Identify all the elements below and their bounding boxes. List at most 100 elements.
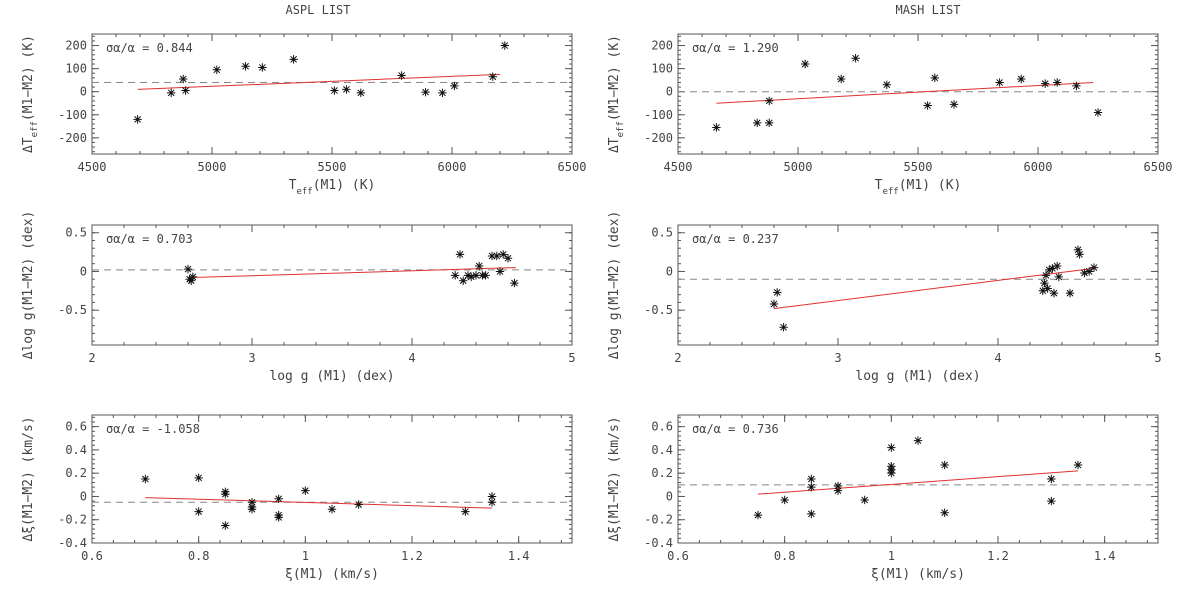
data-point — [487, 251, 497, 261]
data-point — [241, 62, 250, 71]
fit-line — [716, 81, 1094, 104]
x-tick-label: 2 — [674, 351, 681, 365]
data-point — [179, 74, 188, 84]
data-point — [753, 118, 762, 128]
data-point — [194, 473, 203, 483]
data-point — [940, 460, 949, 470]
data-point — [1040, 278, 1049, 288]
y-tick-label: -0.4 — [58, 536, 87, 550]
data-point — [467, 272, 476, 282]
data-point — [488, 72, 497, 81]
data-point — [801, 59, 810, 69]
data-point — [930, 73, 939, 83]
data-point — [1073, 245, 1083, 254]
data-point — [492, 251, 501, 261]
data-point — [807, 474, 816, 484]
y-tick-label: -100 — [58, 108, 87, 122]
data-point — [1048, 264, 1057, 273]
sigma-annotation: σα/α = 0.736 — [692, 422, 779, 436]
data-point — [330, 86, 339, 95]
x-tick-label: 6500 — [1144, 160, 1173, 174]
x-tick-label: 0.6 — [667, 549, 689, 563]
x-axis-label: ξ(M1) (km/s) — [285, 567, 379, 582]
plot-frame — [677, 224, 1159, 346]
x-tick-label: 4500 — [78, 160, 107, 174]
sigma-annotation: σα/α = 1.290 — [692, 41, 779, 55]
y-tick-label: -100 — [644, 108, 673, 122]
data-point — [807, 509, 816, 519]
y-tick-label: 0 — [80, 264, 87, 278]
data-point — [807, 482, 816, 492]
plot-frame — [91, 414, 573, 544]
column-title-mash: MASH LIST — [895, 3, 960, 17]
x-axis-label: ξ(M1) (km/s) — [871, 567, 965, 582]
x-axis-label: Teff​(M1) (K) — [875, 178, 962, 197]
y-tick-label: 0 — [80, 85, 87, 99]
x-tick-label: 1.2 — [401, 549, 423, 563]
data-point — [769, 299, 779, 309]
data-point — [455, 250, 465, 259]
data-point — [274, 513, 283, 522]
y-tick-label: 200 — [65, 39, 87, 53]
x-tick-label: 4 — [994, 351, 1001, 365]
data-point — [421, 87, 430, 97]
x-tick-label: 3 — [248, 351, 255, 365]
x-tick-label: 1.2 — [987, 549, 1009, 563]
x-tick-label: 0.6 — [81, 549, 103, 563]
x-tick-label: 5 — [1154, 351, 1161, 365]
data-point — [327, 505, 337, 514]
data-point — [851, 54, 860, 63]
panel-3: 2 3 4 5 -0.5 0 0.5 σα/α = 0.703 log g (M1) (dex)… — [21, 211, 576, 384]
y-axis-label: ΔTeff​(M1−M2) (K) — [21, 35, 40, 153]
data-point — [1065, 288, 1075, 298]
data-point — [503, 254, 513, 263]
x-tick-label: 3 — [834, 351, 841, 365]
fit-line — [145, 497, 493, 509]
data-point — [1038, 286, 1047, 296]
data-point — [1047, 474, 1056, 484]
fit-line — [137, 73, 501, 90]
sigma-annotation: σα/α = -1.058 — [106, 422, 200, 436]
data-point — [461, 507, 470, 516]
y-tick-label: -200 — [644, 131, 673, 145]
data-point — [923, 101, 932, 110]
data-point — [913, 436, 923, 445]
data-point — [438, 88, 447, 98]
data-point — [1043, 284, 1052, 293]
data-point — [837, 74, 846, 84]
y-tick-label: -0.2 — [644, 513, 673, 527]
data-point — [1047, 496, 1056, 506]
x-axis-label: log g (M1) (dex) — [855, 369, 980, 384]
data-point — [356, 88, 365, 98]
data-point — [1049, 288, 1059, 298]
y-tick-label: 0 — [666, 489, 673, 503]
y-tick-label: 0.6 — [65, 420, 87, 434]
x-axis-label: Teff​(M1) (K) — [289, 178, 376, 197]
data-point — [194, 507, 203, 516]
x-tick-label: 0.8 — [188, 549, 210, 563]
data-point — [1017, 74, 1026, 84]
data-point — [183, 264, 193, 274]
data-point — [342, 85, 351, 94]
data-point — [1089, 263, 1099, 272]
sigma-annotation: σα/α = 0.703 — [106, 232, 193, 246]
data-point — [712, 123, 721, 132]
y-tick-label: 100 — [651, 62, 673, 76]
panel-4: 2 3 4 5 -0.5 0 0.5 σα/α = 0.237 log g (M1) (dex)… — [607, 211, 1162, 384]
data-point — [1054, 272, 1063, 282]
column-title-aspl: ASPL LIST — [285, 3, 350, 17]
data-point — [949, 100, 959, 109]
data-point — [487, 492, 497, 501]
panel-5: 0.6 0.8 1 1.2 1.4 -0.4 -0.2 0 0.2 0.4 0.6 σα/α = -1… — [21, 414, 573, 582]
data-point — [1072, 81, 1081, 91]
data-point — [1045, 265, 1054, 275]
y-tick-label: 0 — [80, 489, 87, 503]
x-tick-label: 6500 — [558, 160, 587, 174]
y-axis-label: Δξ(M1−M2) (km/s) — [21, 416, 36, 541]
data-point — [471, 271, 481, 280]
plot-frame — [677, 414, 1159, 544]
y-axis-label: Δlog g(M1−M2) (dex) — [21, 211, 36, 360]
data-point — [780, 495, 789, 505]
data-point — [188, 272, 197, 282]
